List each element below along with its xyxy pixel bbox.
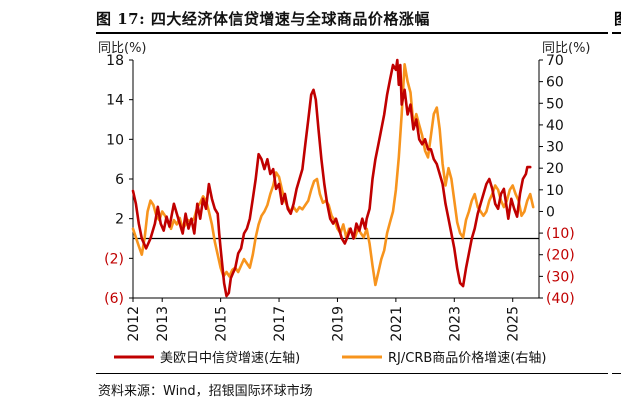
- left-tick-label: 2: [115, 212, 124, 228]
- left-tick-label: (2): [104, 251, 124, 267]
- right-tick-label: 0: [546, 204, 555, 220]
- right-tick-label: 20: [546, 161, 564, 177]
- left-tick-label: 6: [115, 172, 124, 188]
- x-tick-label: 2025: [506, 306, 522, 342]
- left-tick-label: 14: [106, 93, 124, 109]
- right-tick-label: (40): [546, 291, 575, 307]
- right-tick-label: 70: [546, 53, 564, 69]
- right-axis-unit-label: 同比(%): [542, 41, 591, 56]
- left-tick-label: 10: [106, 132, 124, 148]
- legend-label: 美欧日中信贷增速(左轴): [160, 351, 300, 366]
- left-tick-label: 18: [106, 53, 124, 69]
- source-note: 资料来源：Wind，招银国际环球市场: [98, 384, 313, 399]
- legend-label: RJ/CRB商品价格增速(右轴): [388, 350, 546, 366]
- right-tick-label: 10: [546, 183, 564, 199]
- series-line-left-axis: [131, 58, 532, 298]
- right-tick-label: (30): [546, 269, 575, 285]
- right-tick-label: 30: [546, 140, 564, 156]
- x-tick-label: 2013: [155, 306, 171, 342]
- right-tick-label: (10): [546, 226, 575, 242]
- chart-title: 图 17: 四大经济体信贷增速与全球商品价格涨幅: [96, 10, 430, 28]
- x-tick-label: 2015: [214, 306, 230, 342]
- title-rule: [96, 32, 608, 34]
- right-tick-label: 40: [546, 118, 564, 134]
- source-rule: [96, 373, 608, 374]
- left-tick-label: (6): [104, 291, 124, 307]
- right-tick-label: (20): [546, 248, 575, 264]
- right-tick-label: 60: [546, 75, 564, 91]
- right-tick-label: 50: [546, 96, 564, 112]
- x-tick-label: 2021: [389, 306, 405, 342]
- x-tick-label: 2023: [447, 306, 463, 342]
- x-tick-label: 2019: [330, 306, 346, 342]
- adjacent-figure-edge: 图: [612, 0, 621, 411]
- left-axis-unit-label: 同比(%): [98, 41, 147, 56]
- x-tick-label: 2017: [272, 306, 288, 342]
- x-tick-label: 2012: [126, 306, 142, 342]
- series-line-right-axis: [131, 63, 535, 287]
